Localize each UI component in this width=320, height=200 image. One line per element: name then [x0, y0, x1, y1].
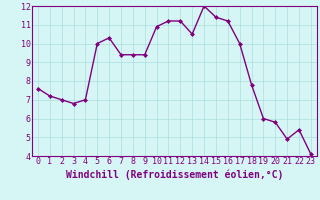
X-axis label: Windchill (Refroidissement éolien,°C): Windchill (Refroidissement éolien,°C)	[66, 169, 283, 180]
